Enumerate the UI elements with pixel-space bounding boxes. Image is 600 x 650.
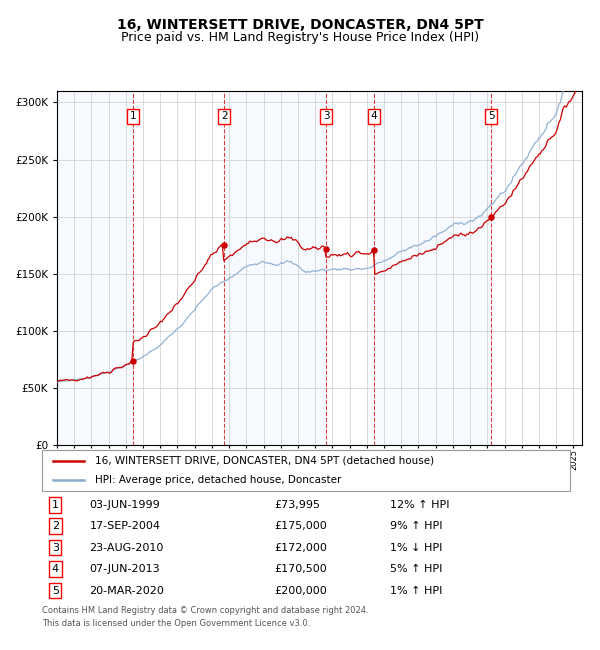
Point <box>487 211 496 222</box>
Point <box>220 240 229 250</box>
Bar <box>57 91 133 445</box>
Text: £172,000: £172,000 <box>274 543 327 552</box>
Text: 20-MAR-2020: 20-MAR-2020 <box>89 586 164 595</box>
Text: HPI: Average price, detached house, Doncaster: HPI: Average price, detached house, Donc… <box>95 475 341 486</box>
FancyBboxPatch shape <box>42 450 570 491</box>
Text: 5: 5 <box>52 586 59 595</box>
Point <box>128 356 138 366</box>
Text: £170,500: £170,500 <box>274 564 327 574</box>
Point <box>322 244 331 254</box>
Text: 4: 4 <box>52 564 59 574</box>
Text: 03-JUN-1999: 03-JUN-1999 <box>89 500 160 510</box>
Text: 07-JUN-2013: 07-JUN-2013 <box>89 564 160 574</box>
Text: 9% ↑ HPI: 9% ↑ HPI <box>391 521 443 531</box>
Text: £200,000: £200,000 <box>274 586 327 595</box>
Text: £175,000: £175,000 <box>274 521 327 531</box>
Point <box>370 245 379 255</box>
Text: 12% ↑ HPI: 12% ↑ HPI <box>391 500 450 510</box>
Text: 1: 1 <box>52 500 59 510</box>
Text: 23-AUG-2010: 23-AUG-2010 <box>89 543 164 552</box>
Text: 2: 2 <box>52 521 59 531</box>
Text: 3: 3 <box>52 543 59 552</box>
Text: Contains HM Land Registry data © Crown copyright and database right 2024.: Contains HM Land Registry data © Crown c… <box>42 606 368 615</box>
Text: £73,995: £73,995 <box>274 500 320 510</box>
Text: 16, WINTERSETT DRIVE, DONCASTER, DN4 5PT (detached house): 16, WINTERSETT DRIVE, DONCASTER, DN4 5PT… <box>95 456 434 466</box>
Text: 17-SEP-2004: 17-SEP-2004 <box>89 521 161 531</box>
Bar <box>224 91 326 445</box>
Text: 1% ↓ HPI: 1% ↓ HPI <box>391 543 443 552</box>
Text: 1% ↑ HPI: 1% ↑ HPI <box>391 586 443 595</box>
Bar <box>374 91 491 445</box>
Text: 1: 1 <box>130 111 136 121</box>
Text: 4: 4 <box>371 111 377 121</box>
Text: 5: 5 <box>488 111 494 121</box>
Text: 3: 3 <box>323 111 329 121</box>
Text: 5% ↑ HPI: 5% ↑ HPI <box>391 564 443 574</box>
Text: 2: 2 <box>221 111 227 121</box>
Text: This data is licensed under the Open Government Licence v3.0.: This data is licensed under the Open Gov… <box>42 619 310 628</box>
Text: 16, WINTERSETT DRIVE, DONCASTER, DN4 5PT: 16, WINTERSETT DRIVE, DONCASTER, DN4 5PT <box>116 18 484 32</box>
Text: Price paid vs. HM Land Registry's House Price Index (HPI): Price paid vs. HM Land Registry's House … <box>121 31 479 44</box>
